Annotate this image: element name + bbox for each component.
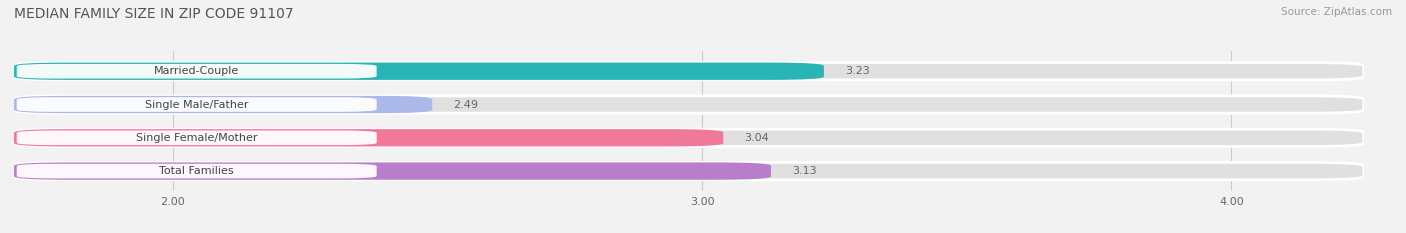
- Text: Married-Couple: Married-Couple: [155, 66, 239, 76]
- Text: 3.23: 3.23: [845, 66, 870, 76]
- Text: Single Male/Father: Single Male/Father: [145, 99, 249, 110]
- FancyBboxPatch shape: [17, 130, 377, 145]
- FancyBboxPatch shape: [14, 162, 1364, 180]
- Text: MEDIAN FAMILY SIZE IN ZIP CODE 91107: MEDIAN FAMILY SIZE IN ZIP CODE 91107: [14, 7, 294, 21]
- Text: Total Families: Total Families: [159, 166, 233, 176]
- Text: 3.04: 3.04: [745, 133, 769, 143]
- FancyBboxPatch shape: [14, 129, 1364, 147]
- FancyBboxPatch shape: [14, 96, 1364, 113]
- Text: Source: ZipAtlas.com: Source: ZipAtlas.com: [1281, 7, 1392, 17]
- FancyBboxPatch shape: [14, 63, 824, 80]
- FancyBboxPatch shape: [14, 63, 1364, 80]
- Text: Single Female/Mother: Single Female/Mother: [136, 133, 257, 143]
- FancyBboxPatch shape: [14, 162, 770, 180]
- Text: 3.13: 3.13: [792, 166, 817, 176]
- Text: 2.49: 2.49: [453, 99, 478, 110]
- FancyBboxPatch shape: [14, 96, 432, 113]
- FancyBboxPatch shape: [14, 129, 723, 147]
- FancyBboxPatch shape: [17, 164, 377, 178]
- FancyBboxPatch shape: [17, 64, 377, 79]
- FancyBboxPatch shape: [17, 97, 377, 112]
